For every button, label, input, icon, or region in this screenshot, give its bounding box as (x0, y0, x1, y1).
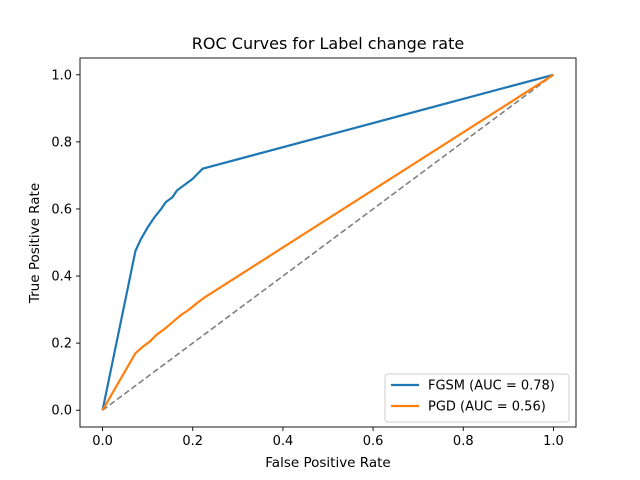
legend-label: PGD (AUC = 0.56) (428, 400, 546, 415)
plot-frame (79, 57, 577, 428)
y-tick-label: 1.0 (51, 68, 72, 83)
x-tick-label: 0.2 (182, 434, 203, 449)
x-tick-label: 0.8 (453, 434, 474, 449)
y-tick-label: 0.0 (51, 404, 72, 419)
x-tick-label: 0.6 (363, 434, 384, 449)
x-axis-ticks: 0.0 0.2 0.4 0.6 0.8 1.0 (92, 427, 564, 449)
legend-label: FGSM (AUC = 0.78) (428, 379, 555, 394)
legend-box (384, 373, 570, 423)
y-tick-label: 0.4 (51, 270, 72, 285)
plot-area (79, 57, 577, 428)
y-tick-label: 0.2 (51, 337, 72, 352)
x-tick-label: 0.4 (273, 434, 294, 449)
series-layer (101, 73, 555, 411)
y-tick-label: 0.8 (51, 135, 72, 150)
x-tick-label: 1.0 (543, 434, 564, 449)
x-tick-label: 0.0 (92, 434, 113, 449)
chart-title: ROC Curves for Label change rate (192, 34, 464, 53)
y-axis-ticks: 0.0 0.2 0.4 0.6 0.8 1.0 (51, 68, 80, 419)
chance-diagonal-line (102, 74, 554, 411)
y-tick-label: 0.6 (51, 202, 72, 217)
y-axis-label: True Positive Rate (27, 183, 43, 304)
legend: FGSM (AUC = 0.78) PGD (AUC = 0.56) (384, 373, 570, 423)
series-line-fgsm (101, 73, 554, 411)
series-line-pgd (101, 73, 555, 411)
x-axis-label: False Positive Rate (265, 455, 390, 471)
